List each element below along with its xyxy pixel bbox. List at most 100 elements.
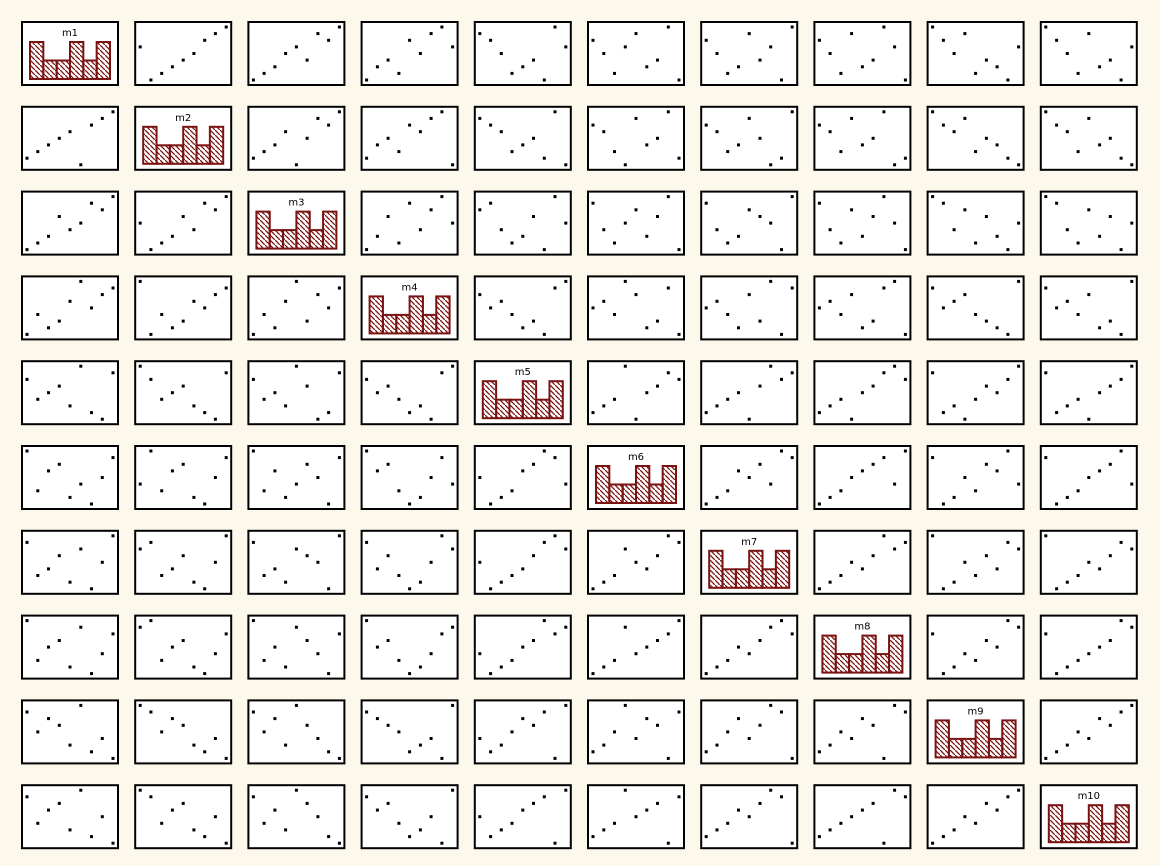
data-point: [79, 788, 83, 792]
data-point: [1087, 293, 1091, 297]
data-point: [758, 462, 762, 466]
data-point: [192, 52, 196, 55]
data-point: [984, 639, 988, 642]
data-point: [181, 639, 185, 642]
data-point: [284, 665, 288, 669]
panel-m9-m10: [1039, 699, 1138, 765]
data-point: [451, 625, 455, 629]
data-point: [903, 78, 907, 82]
panel-frame: [360, 445, 459, 510]
panel-m3-m4: [360, 190, 459, 256]
data-point: [984, 136, 988, 140]
data-point: [704, 201, 708, 205]
data-point: [817, 201, 821, 205]
data-point: [726, 730, 730, 734]
data-point: [860, 717, 864, 721]
data-point: [737, 717, 740, 721]
data-point: [203, 38, 207, 42]
data-point: [747, 208, 751, 212]
data-point: [769, 221, 773, 225]
panel-m6-m5: [473, 445, 572, 510]
data-point: [251, 449, 255, 453]
panel-frame: [21, 614, 119, 680]
data-point: [440, 756, 444, 760]
data-point: [634, 815, 638, 819]
data-point: [224, 286, 228, 290]
data-point: [375, 469, 379, 473]
data-point: [1130, 45, 1134, 49]
data-point: [634, 116, 638, 120]
data-point: [1017, 788, 1021, 792]
data-point: [715, 828, 719, 832]
panel-frame: [926, 360, 1025, 426]
data-point: [90, 306, 93, 310]
data-point: [327, 123, 331, 127]
data-point: [499, 495, 503, 499]
data-point: [284, 299, 288, 303]
data-point: [564, 221, 568, 225]
data-point: [386, 58, 390, 62]
data-point: [747, 293, 751, 297]
data-point: [564, 703, 568, 707]
data-point: [149, 795, 153, 799]
data-point: [790, 456, 794, 460]
data-point: [860, 65, 864, 69]
data-point: [715, 404, 719, 408]
panel-m5-m7: [700, 360, 799, 426]
panel-m9-m1: [21, 699, 119, 765]
data-point: [882, 286, 886, 290]
histogram-bar: [1087, 804, 1104, 844]
data-point: [224, 756, 228, 760]
data-point: [478, 560, 482, 564]
data-point: [931, 456, 935, 460]
histogram-bar: [282, 229, 298, 250]
data-point: [90, 201, 93, 205]
histogram-bar: [421, 313, 438, 335]
data-point: [747, 417, 751, 421]
data-point: [737, 391, 740, 395]
data-point: [817, 587, 821, 591]
panel-m1-m1: m1: [21, 21, 119, 86]
variable-label: m10: [1078, 791, 1100, 802]
data-point: [871, 462, 875, 466]
data-point: [327, 672, 331, 676]
data-point: [602, 828, 606, 832]
data-point: [591, 306, 595, 310]
histogram-bar: [208, 125, 225, 165]
panel-frame: [134, 614, 233, 680]
data-point: [726, 821, 730, 825]
data-point: [251, 377, 255, 381]
data-point: [850, 737, 854, 740]
data-point: [478, 815, 482, 819]
data-point: [429, 476, 433, 479]
panel-m6-m2: [134, 445, 233, 510]
panel-frame: [134, 699, 233, 765]
panel-frame: [473, 105, 572, 171]
data-point: [828, 404, 832, 408]
data-point: [451, 482, 455, 486]
panel-m6-m8: [813, 445, 912, 510]
data-point: [726, 489, 730, 493]
data-point: [995, 234, 999, 238]
data-point: [1098, 65, 1102, 69]
data-point: [149, 332, 153, 336]
panel-m1-m8: [813, 21, 912, 86]
data-point: [613, 397, 616, 401]
data-point: [251, 78, 255, 82]
data-point: [440, 195, 444, 199]
data-point: [294, 482, 298, 486]
data-point: [1076, 730, 1080, 734]
data-point: [47, 391, 50, 395]
data-point: [213, 293, 217, 297]
data-point: [489, 587, 493, 591]
data-point: [57, 723, 61, 727]
data-point: [429, 32, 433, 36]
data-point: [839, 241, 843, 245]
histogram-bar: [55, 59, 72, 80]
panel-m7-m2: [134, 529, 233, 595]
data-point: [181, 554, 185, 558]
data-point: [1065, 299, 1069, 303]
panel-m2-m6: [587, 105, 685, 171]
data-point: [68, 743, 72, 747]
data-point: [478, 737, 482, 740]
